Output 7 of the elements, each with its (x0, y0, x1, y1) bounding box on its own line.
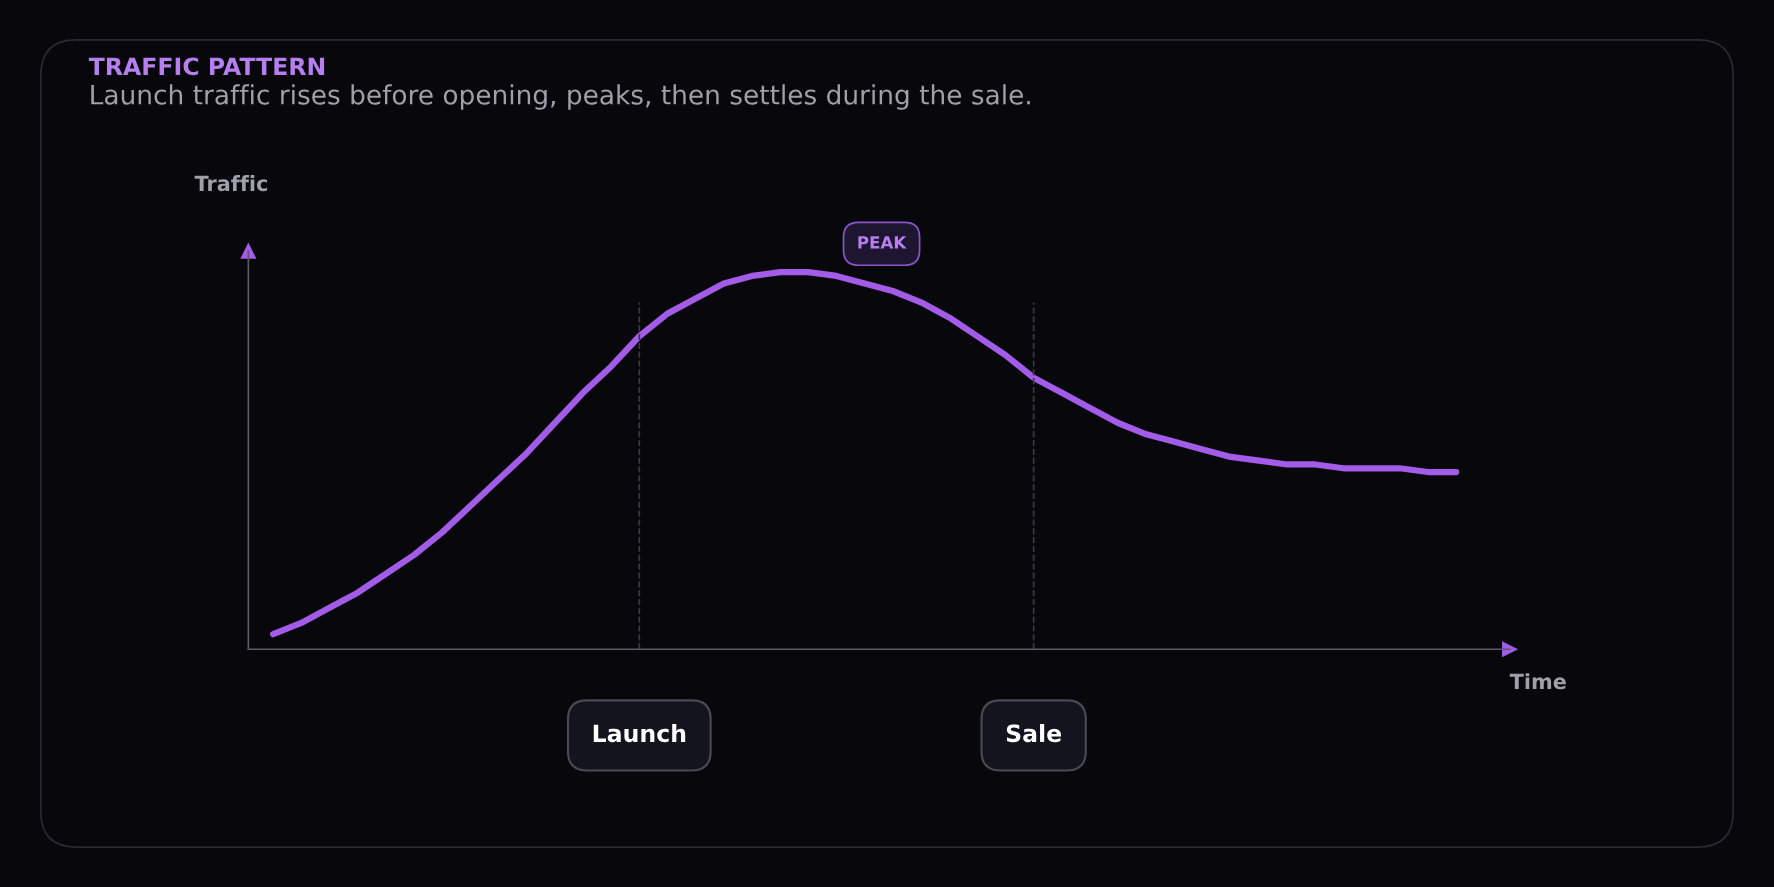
x-axis-title: Time (1509, 673, 1566, 690)
chart-subtitle: Launch traffic rises before opening, peaks, then settles during the sale. (91, 84, 1030, 110)
x-tick-label: Sale (1006, 723, 1062, 743)
chart-title: TRAFFIC PATTERN (88, 57, 325, 76)
x-tick-label: Launch (593, 723, 686, 743)
y-axis-title: Traffic (194, 175, 267, 192)
text: PEAK (858, 236, 907, 249)
